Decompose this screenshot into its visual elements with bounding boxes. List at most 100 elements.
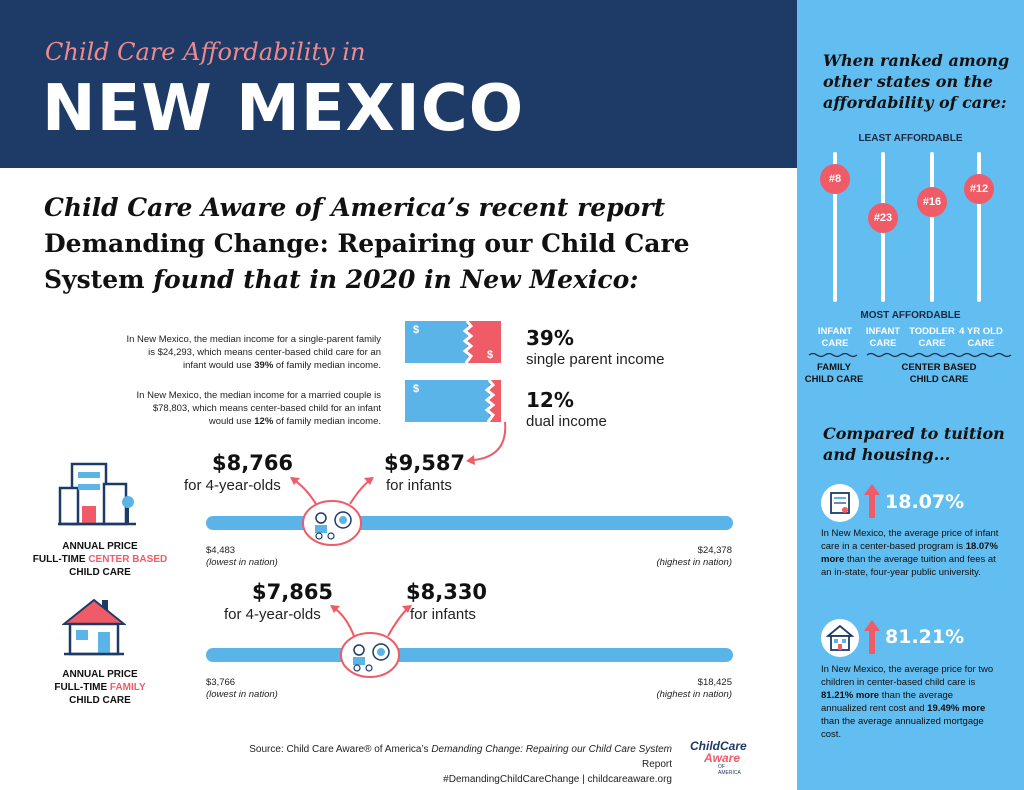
house-icon xyxy=(62,598,126,656)
family-label-line1: ANNUAL PRICE xyxy=(62,669,138,680)
compare-heading-line1: Compared to tuition xyxy=(823,424,1005,443)
intro-line-1: Child Care Aware of America’s recent rep… xyxy=(44,193,666,222)
col-label-toddler: TODDLER CARE xyxy=(903,326,961,350)
group-label-line1: FAMILY xyxy=(817,362,851,373)
group-label-line2: CHILD CARE xyxy=(909,374,969,385)
intro-statement: Child Care Aware of America’s recent rep… xyxy=(44,190,764,298)
children-icon xyxy=(302,500,362,546)
compare-housing-post: than the average annualized mortgage cos… xyxy=(821,716,984,740)
family-low-value: $3,766 xyxy=(206,677,236,688)
family-price-infant-label: for infants xyxy=(410,606,476,623)
money-blue-part xyxy=(405,380,489,422)
rank-heading: When ranked among other states on the af… xyxy=(823,50,1009,113)
building-icon xyxy=(58,462,136,526)
logo-line3: OF AMERICA xyxy=(718,764,741,776)
compare-housing-pre: In New Mexico, the average price for two… xyxy=(821,664,994,688)
source-title: Demanding Change: Repairing our Child Ca… xyxy=(431,744,672,755)
center-low-value: $4,483 xyxy=(206,545,236,556)
children-icon xyxy=(340,632,400,678)
center-high: $24,378 (highest in nation) xyxy=(640,545,732,569)
center-low-note: (lowest in nation) xyxy=(206,557,278,568)
rank-heading-line3: affordability of care: xyxy=(823,93,1007,112)
money-split-single: $ $ xyxy=(405,321,501,363)
compare-tuition-post: than the average tuition and fees at an … xyxy=(821,554,996,578)
logo-line1: ChildCare xyxy=(690,739,747,753)
header-title: NEW MEXICO xyxy=(42,72,525,146)
least-affordable-label: LEAST AFFORDABLE xyxy=(858,133,963,144)
income-single-text-bold: 39% xyxy=(254,360,274,371)
diploma-icon xyxy=(821,484,859,522)
family-price-4yr: $7,865 xyxy=(252,580,334,604)
bracket-divider xyxy=(808,352,1012,358)
family-range-bar xyxy=(206,648,733,662)
family-label-line2b: FAMILY xyxy=(109,682,146,693)
col-label-4yr: 4 YR OLD CARE xyxy=(953,326,1009,350)
intro-line-3a: System xyxy=(44,265,145,294)
rank-heading-line2: other states on the xyxy=(823,72,993,91)
source-hashtag[interactable]: #DemandingChildCareChange | childcareawa… xyxy=(443,774,672,785)
center-price-infant: $9,587 xyxy=(384,451,466,475)
compare-heading-line2: and housing... xyxy=(823,445,951,464)
header-kicker: Child Care Affordability in xyxy=(45,38,366,66)
col-label-line2: CARE xyxy=(821,338,849,349)
family-low: $3,766 (lowest in nation) xyxy=(206,677,278,701)
group-label-family: FAMILY CHILD CARE xyxy=(799,362,869,386)
family-label-line3: CHILD CARE xyxy=(69,695,131,706)
col-label-line1: INFANT xyxy=(817,326,853,337)
center-section-label: ANNUAL PRICE FULL-TIME CENTER BASED CHIL… xyxy=(30,540,170,579)
center-arrows-icon xyxy=(290,477,374,505)
compare-tuition-pre: In New Mexico, the average price of infa… xyxy=(821,528,999,552)
compare-housing-percent: 81.21% xyxy=(885,626,965,648)
center-price-4yr: $8,766 xyxy=(212,451,294,475)
income-dual-text-pre: In New Mexico, the median income for a m… xyxy=(136,390,381,427)
money-red-part xyxy=(489,380,501,422)
money-blue-part xyxy=(405,321,467,363)
source-note: Source: Child Care Aware® of America’s D… xyxy=(240,742,672,787)
center-range-bar xyxy=(206,516,733,530)
col-label-line1: TODDLER xyxy=(909,326,955,337)
family-high: $18,425 (highest in nation) xyxy=(640,677,732,701)
col-label-line2: CARE xyxy=(918,338,946,349)
center-price-4yr-label: for 4-year-olds xyxy=(184,477,281,494)
col-label-family-infant: INFANT CARE xyxy=(810,326,860,350)
center-low: $4,483 (lowest in nation) xyxy=(206,545,278,569)
header-banner: Child Care Affordability in NEW MEXICO xyxy=(0,0,797,168)
col-label-center-infant: INFANT CARE xyxy=(858,326,908,350)
family-price-infant: $8,330 xyxy=(406,580,488,604)
source-post: Report xyxy=(641,759,672,770)
rank-badge-family-infant: #8 xyxy=(820,164,850,194)
up-arrow-icon xyxy=(864,620,880,654)
intro-line-3b: found that in 2020 in New Mexico: xyxy=(144,265,639,294)
compare-tuition-bold: 18.07% more xyxy=(821,541,998,565)
rank-badge-center-infant: #23 xyxy=(868,203,898,233)
rank-badge-toddler: #16 xyxy=(917,187,947,217)
ranking-panel: When ranked among other states on the af… xyxy=(797,0,1024,790)
compare-heading: Compared to tuition and housing... xyxy=(823,423,1005,465)
center-label-line3: CHILD CARE xyxy=(69,567,131,578)
house-icon xyxy=(821,619,859,657)
compare-housing-text: In New Mexico, the average price for two… xyxy=(821,663,1001,741)
income-dual-label: dual income xyxy=(526,413,607,430)
center-label-line1: ANNUAL PRICE xyxy=(62,541,138,552)
group-label-line2: CHILD CARE xyxy=(804,374,864,385)
money-split-dual: $ xyxy=(405,380,501,422)
rank-badge-4yr: #12 xyxy=(964,174,994,204)
source-pre: Source: Child Care Aware® of America’s xyxy=(249,744,432,755)
compare-housing-bold2: 19.49% more xyxy=(927,703,986,714)
dollar-icon: $ xyxy=(413,324,420,336)
family-section-label: ANNUAL PRICE FULL-TIME FAMILY CHILD CARE xyxy=(30,668,170,707)
family-low-note: (lowest in nation) xyxy=(206,689,278,700)
compare-tuition-text: In New Mexico, the average price of infa… xyxy=(821,527,1001,579)
income-single-text-post: of family median income. xyxy=(273,360,381,371)
col-label-line1: 4 YR OLD xyxy=(959,326,1003,337)
center-high-note: (highest in nation) xyxy=(656,557,732,568)
center-label-line2b: CENTER BASED xyxy=(88,554,168,565)
income-single-text-pre: In New Mexico, the median income for a s… xyxy=(126,334,381,371)
income-dual-text-post: of family median income. xyxy=(273,416,381,427)
family-high-value: $18,425 xyxy=(697,677,732,688)
family-high-note: (highest in nation) xyxy=(656,689,732,700)
center-label-line2a: FULL-TIME xyxy=(32,554,89,565)
center-price-infant-label: for infants xyxy=(386,477,452,494)
family-price-4yr-label: for 4-year-olds xyxy=(224,606,321,623)
income-single-percent: 39% xyxy=(526,326,574,350)
